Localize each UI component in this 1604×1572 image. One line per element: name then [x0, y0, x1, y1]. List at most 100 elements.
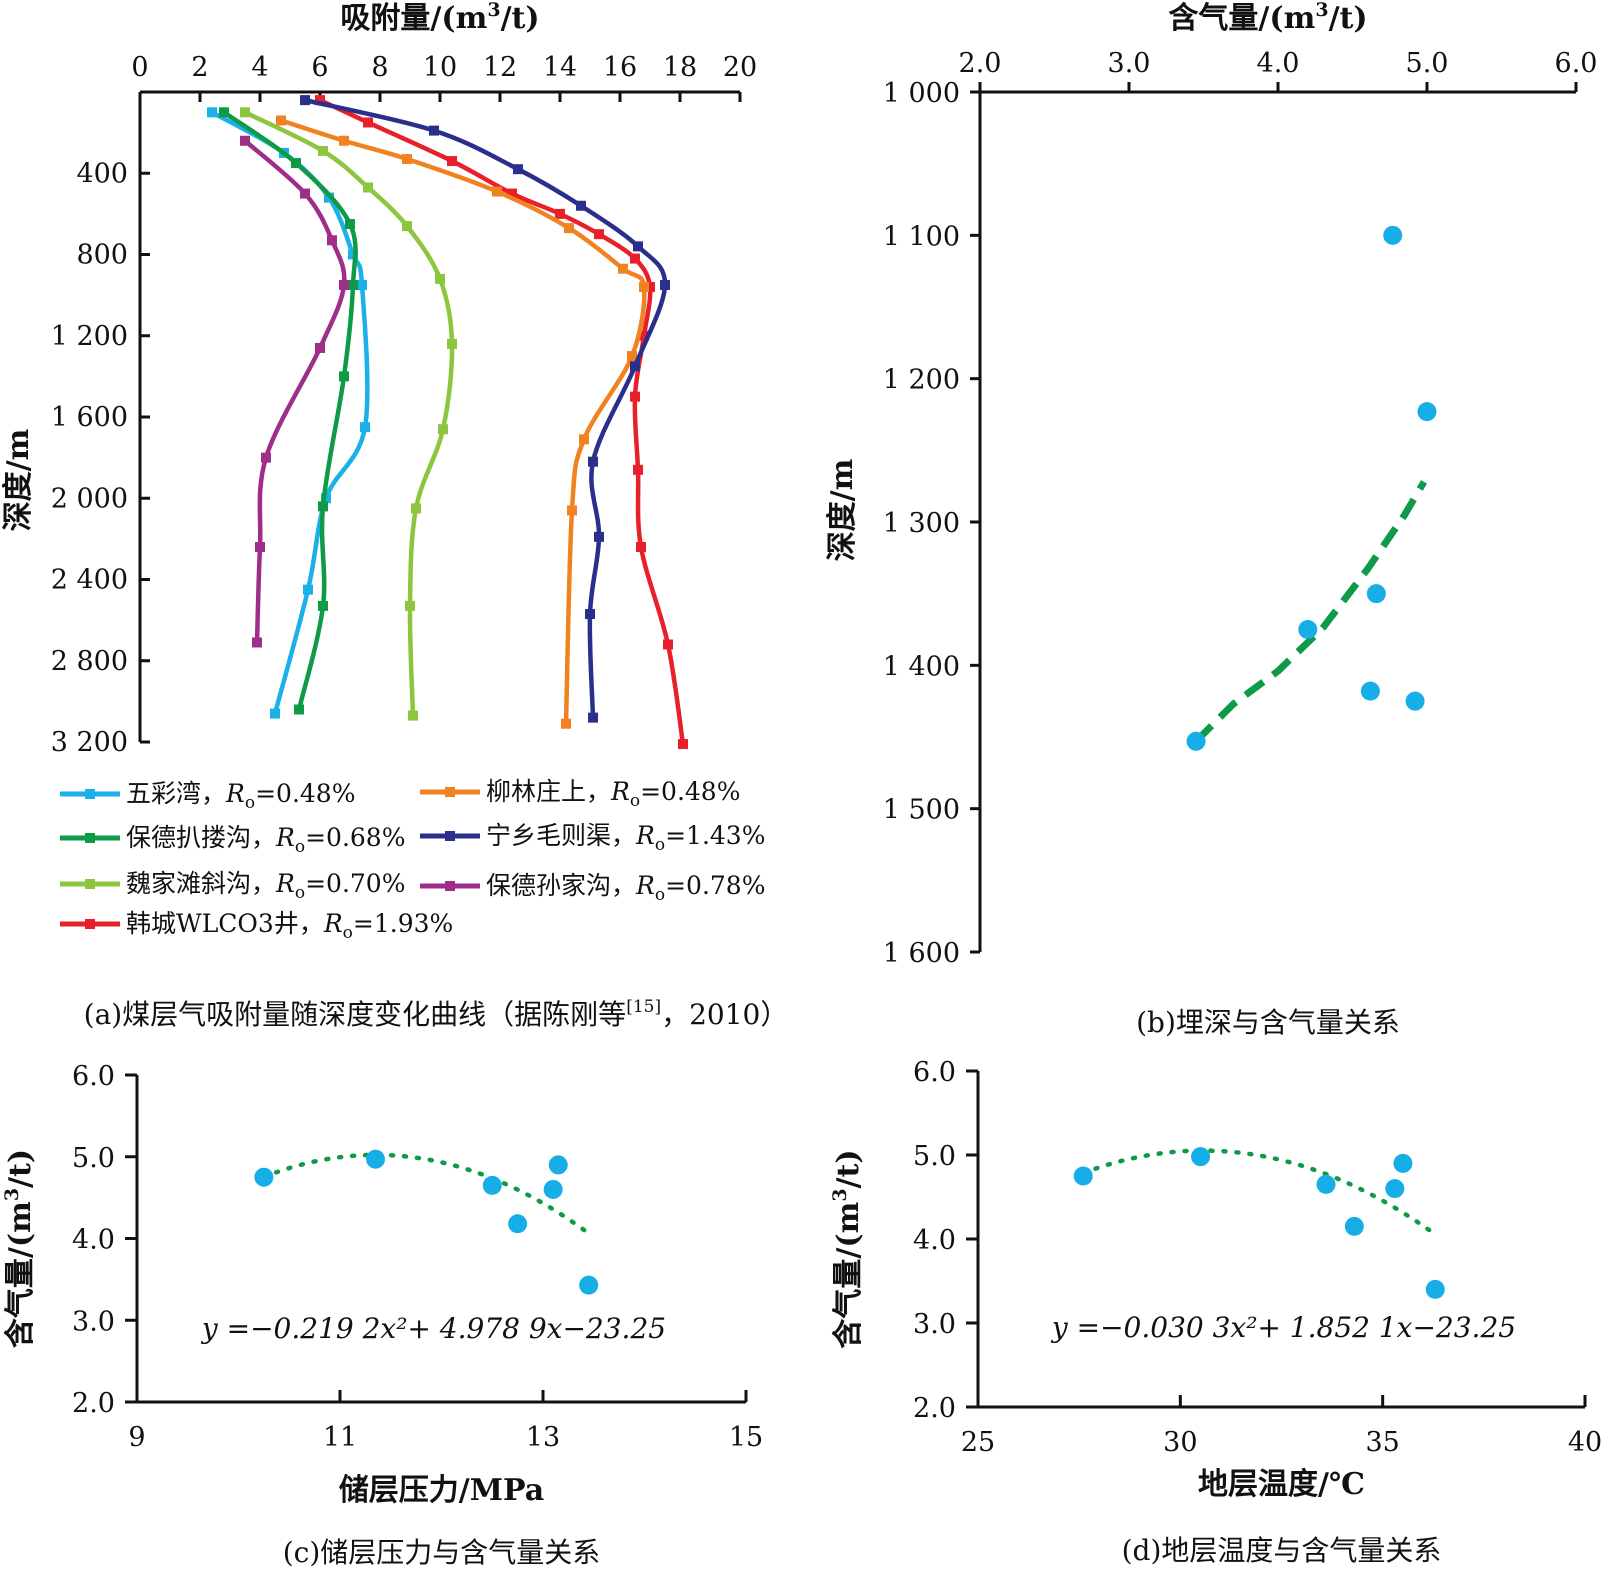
legend-swatch-marker: [445, 787, 455, 797]
x-axis-title: 吸附量/(m3/t): [340, 0, 539, 36]
series-line-2: [244, 110, 455, 716]
series-marker-4: [447, 156, 457, 167]
series-marker-5: [567, 505, 577, 516]
x-tick-label: 5.0: [1406, 48, 1449, 79]
x-tick-label: 16: [603, 52, 637, 83]
y-tick-label: 1 200: [51, 321, 128, 352]
series-marker-0: [360, 422, 370, 433]
y-tick-label: 1 400: [883, 651, 960, 682]
series-marker-6: [588, 456, 598, 467]
legend-item: 韩城WLCO3井，Ro=1.93%: [60, 909, 453, 943]
series-marker-5: [564, 223, 574, 234]
data-point: [482, 1175, 502, 1195]
x-axis-title: 储层压力/MPa: [339, 1473, 544, 1508]
data-point: [366, 1149, 386, 1169]
series-marker-3: [315, 342, 325, 353]
data-point: [1186, 731, 1206, 751]
x-tick-label: 14: [543, 52, 577, 83]
x-tick-label: 4: [251, 52, 268, 83]
series-marker-6: [513, 164, 523, 175]
y-axis-title: 深度/m: [1, 428, 36, 531]
x-tick-label: 40: [1568, 1427, 1602, 1458]
series-marker-4: [594, 229, 604, 240]
series-marker-5: [339, 135, 349, 146]
legend-swatch-marker: [445, 881, 455, 891]
data-point: [254, 1167, 274, 1187]
series-marker-4: [636, 542, 646, 552]
legend-swatch-marker: [445, 831, 455, 841]
series-marker-4: [315, 95, 325, 106]
data-point: [1425, 1279, 1445, 1299]
series-marker-1: [318, 600, 328, 611]
x-tick-label: 30: [1163, 1427, 1197, 1458]
series-line-0: [210, 110, 370, 715]
y-tick-label: 1 200: [883, 365, 960, 396]
series-marker-6: [660, 279, 670, 290]
y-tick-label: 5.0: [913, 1141, 956, 1172]
data-point: [1393, 1153, 1413, 1173]
x-tick-label: 25: [961, 1427, 995, 1458]
series-marker-3: [240, 135, 250, 146]
y-tick-label: 800: [76, 240, 128, 271]
series-marker-2: [447, 338, 457, 349]
legend-item: 宁乡毛则渠，Ro=1.43%: [420, 821, 765, 855]
series-line-6: [304, 97, 668, 718]
series-marker-2: [363, 182, 373, 193]
legend-label: 魏家滩斜沟，Ro=0.70%: [126, 869, 405, 903]
y-tick-label: 1 100: [883, 221, 960, 252]
y-tick-label: 3.0: [913, 1309, 956, 1340]
series-marker-2: [438, 424, 448, 435]
series-marker-0: [207, 107, 217, 118]
series-marker-5: [627, 351, 637, 362]
x-tick-label: 6.0: [1555, 48, 1598, 79]
data-point: [1360, 681, 1380, 701]
x-axis-title: 含气量/(m3/t): [1168, 0, 1367, 36]
data-point: [543, 1179, 563, 1199]
x-axis-title: 地层温度/℃: [1198, 1467, 1365, 1502]
x-tick-label: 8: [371, 52, 388, 83]
y-tick-label: 6.0: [72, 1061, 115, 1092]
y-tick-label: 1 000: [883, 78, 960, 109]
series-marker-1: [348, 279, 358, 290]
series-marker-2: [435, 273, 445, 284]
x-tick-label: 3.0: [1108, 48, 1151, 79]
series-marker-1: [294, 704, 304, 715]
data-point: [548, 1155, 568, 1175]
series-marker-6: [594, 531, 604, 542]
series-marker-4: [555, 208, 565, 219]
series-marker-5: [639, 282, 649, 292]
series-marker-6: [630, 361, 640, 372]
data-point: [1383, 225, 1403, 245]
series-marker-5: [492, 186, 502, 197]
y-axis-title: 深度/m: [825, 458, 860, 561]
series-marker-2: [405, 600, 415, 611]
y-tick-label: 1 600: [51, 402, 128, 433]
legend-label: 保德孙家沟，Ro=0.78%: [486, 871, 765, 905]
x-tick-label: 35: [1365, 1427, 1399, 1458]
series-marker-4: [630, 391, 640, 402]
series-line-5: [280, 118, 647, 724]
series-marker-1: [345, 219, 355, 230]
series-marker-6: [633, 241, 643, 252]
y-tick-label: 6.0: [913, 1057, 956, 1088]
data-point: [1344, 1216, 1364, 1236]
series-marker-5: [579, 434, 589, 445]
panel-b: 2.0 3.0 4.0 5.0 6.0 1 000 1 100 1 200 1 300 1 400…: [825, 0, 1597, 1039]
series-marker-4: [363, 117, 373, 128]
x-tick-label: 18: [663, 52, 697, 83]
legend-item: 保德扒搂沟，Ro=0.68%: [60, 823, 405, 857]
y-tick-label: 1 600: [883, 938, 960, 969]
caption-c: (c)储层压力与含气量关系: [283, 1536, 601, 1569]
series-marker-2: [318, 145, 328, 156]
y-tick-label: 2 000: [51, 483, 128, 514]
data-point: [1191, 1147, 1211, 1167]
data-point: [1405, 691, 1425, 711]
x-tick-label: 10: [423, 52, 457, 83]
series-marker-4: [645, 282, 655, 292]
legend-label: 保德扒搂沟，Ro=0.68%: [126, 823, 405, 857]
x-tick-label: 2.0: [959, 48, 1002, 79]
data-point: [579, 1275, 599, 1295]
y-axis-title: 含气量/(m3/t): [829, 1149, 866, 1348]
series-marker-4: [630, 253, 640, 264]
y-axis-title: 含气量/(m3/t): [1, 1149, 38, 1348]
